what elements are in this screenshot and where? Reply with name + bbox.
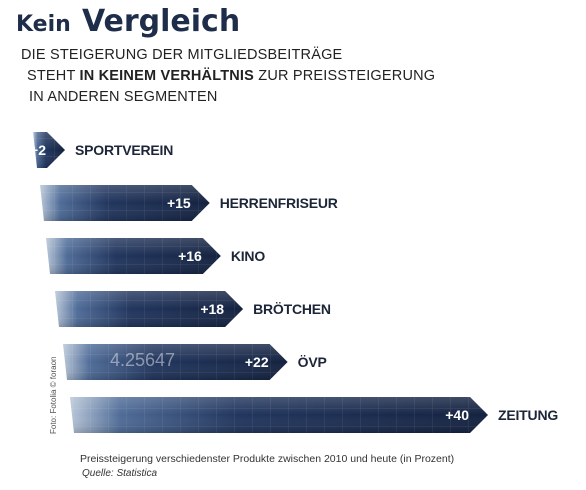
- title-word-1: Kein: [16, 12, 71, 37]
- bar: [70, 397, 488, 433]
- bar-value-label: +40: [445, 407, 469, 423]
- page-title: Kein Vergleich: [16, 4, 240, 37]
- chart-source: Quelle: Statistica: [82, 468, 158, 479]
- bar-value-label: +18: [200, 301, 224, 317]
- bar-shine: [33, 132, 65, 168]
- title-word-2: Vergleich: [81, 4, 241, 39]
- category-label: KINO: [231, 248, 266, 264]
- bar: [46, 238, 221, 274]
- category-label: ÖVP: [298, 354, 327, 370]
- subtitle-line-1: DIE STEIGERUNG DER MITGLIEDSBEITRÄGE: [21, 47, 343, 63]
- bar-value-label: +22: [245, 354, 269, 370]
- category-label: HERRENFRISEUR: [220, 195, 338, 211]
- category-label: BRÖTCHEN: [253, 301, 331, 317]
- subtitle-line-2-emphasis: IN KEINEM VERHÄLTNIS: [79, 68, 255, 84]
- category-label: SPORTVEREIN: [75, 142, 173, 158]
- category-label: ZEITUNG: [498, 407, 558, 423]
- subtitle-line-3: IN ANDEREN SEGMENTEN: [29, 89, 218, 105]
- bar: [63, 344, 288, 380]
- bar-shine: [46, 238, 221, 274]
- photo-credit: Foto: Fotolia © foraon: [49, 356, 58, 435]
- chart-caption: Preissteigerung verschiedenster Produkte…: [80, 453, 455, 465]
- bar-chart: 4.25647 +2 SPORTVEREIN +15 HERRENFRISEUR +16…: [30, 132, 559, 433]
- bar-value-label: +16: [178, 248, 202, 264]
- bar-shine: [70, 397, 488, 433]
- bar: [55, 291, 244, 327]
- subtitle-line-2-start: STEHT: [27, 68, 80, 84]
- subtitle-line-2-end: ZUR PREISSTEIGERUNG: [254, 68, 436, 84]
- bar: [40, 185, 210, 221]
- bar: [33, 132, 65, 168]
- background-ticker-text: 4.25647: [110, 350, 175, 370]
- subtitle-line-2: STEHT IN KEINEM VERHÄLTNIS ZUR PREISSTEI…: [27, 68, 435, 84]
- bar-value-label: +15: [167, 195, 191, 211]
- bar-shine: [55, 291, 244, 327]
- bar-value-label: +2: [30, 142, 46, 158]
- bar-shine: [40, 185, 210, 221]
- bar-shine: [63, 344, 288, 380]
